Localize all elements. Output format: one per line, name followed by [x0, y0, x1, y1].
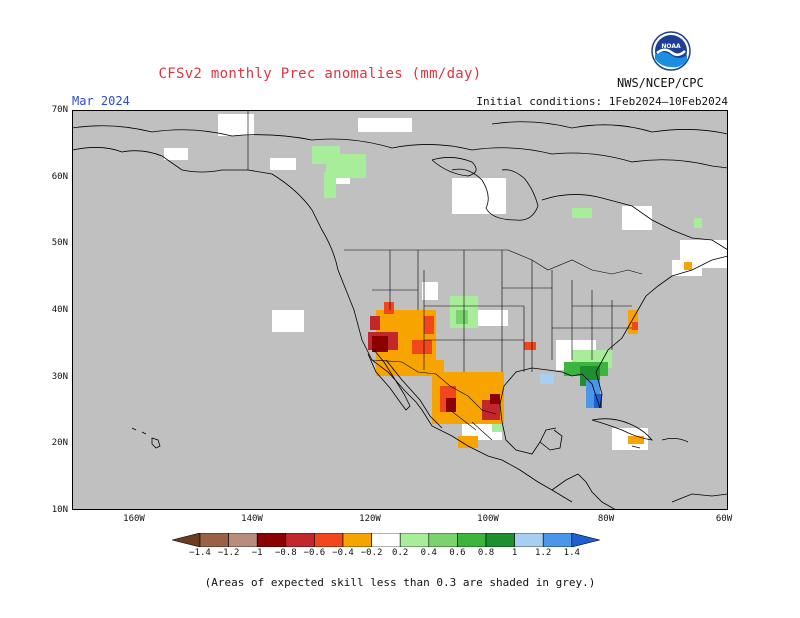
colorbar-label: −0.4: [332, 548, 354, 558]
lat-label-70n: 70N: [51, 105, 68, 115]
lon-label-100w: 100W: [477, 514, 499, 524]
lon-label-120w: 120W: [359, 514, 381, 524]
colorbar-cell: [428, 533, 458, 547]
skill-note: (Areas of expected skill less than 0.3 a…: [204, 576, 596, 589]
lat-label-60n: 60N: [51, 172, 68, 182]
lat-label-50n: 50N: [51, 238, 68, 248]
colorbar-cell: [199, 533, 229, 547]
colorbar-cell: [228, 533, 258, 547]
initial-conditions: Initial conditions: 1Feb2024–10Feb2024: [476, 95, 728, 108]
colorbar-cell-max: [571, 533, 600, 547]
colorbar-label: 1.2: [535, 548, 552, 558]
colorbar-label: −0.6: [303, 548, 326, 558]
colorbar-cell: [256, 533, 287, 547]
colorbar-cell: [542, 533, 573, 547]
colorbar-cell: [485, 533, 515, 547]
coastlines: [72, 121, 728, 510]
colorbar-label: −1: [251, 548, 263, 558]
forecast-month: Mar 2024: [72, 94, 130, 108]
colorbar-label: 0.4: [420, 548, 437, 558]
colorbar: [172, 533, 600, 547]
lat-label-20n: 20N: [51, 438, 68, 448]
map-frame: [72, 110, 728, 510]
colorbar-label: 0.2: [392, 548, 409, 558]
colorbar-label: 0.6: [449, 548, 466, 558]
lon-label-160w: 160W: [123, 514, 145, 524]
colorbar-label: 0.8: [477, 548, 495, 558]
lon-label-60w: 60W: [715, 514, 733, 524]
colorbar-label: 1: [511, 548, 518, 558]
map-title: CFSv2 monthly Prec anomalies (mm/day): [158, 66, 482, 82]
colorbar-label: 1.4: [563, 548, 580, 558]
political-borders: [247, 110, 643, 441]
colorbar-label: −0.8: [274, 548, 297, 558]
colorbar-label: −1.4: [189, 548, 211, 558]
noaa-logo-icon: NOAA: [651, 31, 691, 71]
lon-label-140w: 140W: [241, 514, 263, 524]
colorbar-cell: [371, 533, 401, 547]
logo-text: NOAA: [661, 43, 681, 50]
colorbar-cell: [314, 533, 344, 547]
lat-label-30n: 30N: [51, 372, 68, 382]
colorbar-cell: [399, 533, 430, 547]
colorbar-label: −0.2: [360, 548, 383, 558]
anomaly-map: [72, 110, 728, 510]
colorbar-cell: [457, 533, 487, 547]
colorbar-cell-min: [172, 533, 201, 547]
lat-label-10n: 10N: [51, 505, 68, 515]
colorbar-cell: [514, 533, 544, 547]
colorbar-cells: [172, 533, 600, 547]
colorbar-cell: [342, 533, 372, 547]
lon-label-80w: 80W: [597, 514, 615, 524]
colorbar-label: −1.2: [217, 548, 240, 558]
colorbar-cell: [285, 533, 315, 547]
lat-label-40n: 40N: [51, 305, 68, 315]
agency-label: NWS/NCEP/CPC: [617, 76, 704, 90]
